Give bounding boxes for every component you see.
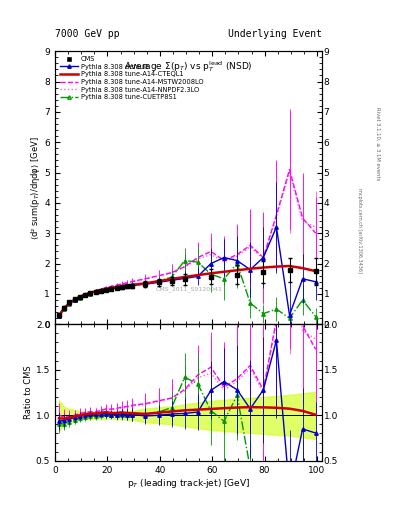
Text: Underlying Event: Underlying Event (228, 29, 322, 39)
Text: CMS_2011_S9120041: CMS_2011_S9120041 (155, 286, 222, 292)
Text: Average $\Sigma$(p$_T$) vs p$_T^{\rm lead}$ (NSD): Average $\Sigma$(p$_T$) vs p$_T^{\rm lea… (124, 59, 253, 74)
Legend: CMS, Pythia 8.308 default, Pythia 8.308 tune-A14-CTEQL1, Pythia 8.308 tune-A14-M: CMS, Pythia 8.308 default, Pythia 8.308 … (57, 53, 206, 103)
Y-axis label: Ratio to CMS: Ratio to CMS (24, 366, 33, 419)
Text: 7000 GeV pp: 7000 GeV pp (55, 29, 119, 39)
Text: mcplots.cern.ch [arXiv:1306.3436]: mcplots.cern.ch [arXiv:1306.3436] (357, 188, 362, 273)
Y-axis label: ⟨d² sum(p$_T$)/dηdφ⟩ [GeV]: ⟨d² sum(p$_T$)/dηdφ⟩ [GeV] (29, 136, 42, 240)
X-axis label: p$_T$ (leading track-jet) [GeV]: p$_T$ (leading track-jet) [GeV] (127, 477, 250, 490)
Text: Rivet 3.1.10, ≥ 3.1M events: Rivet 3.1.10, ≥ 3.1M events (375, 106, 380, 180)
